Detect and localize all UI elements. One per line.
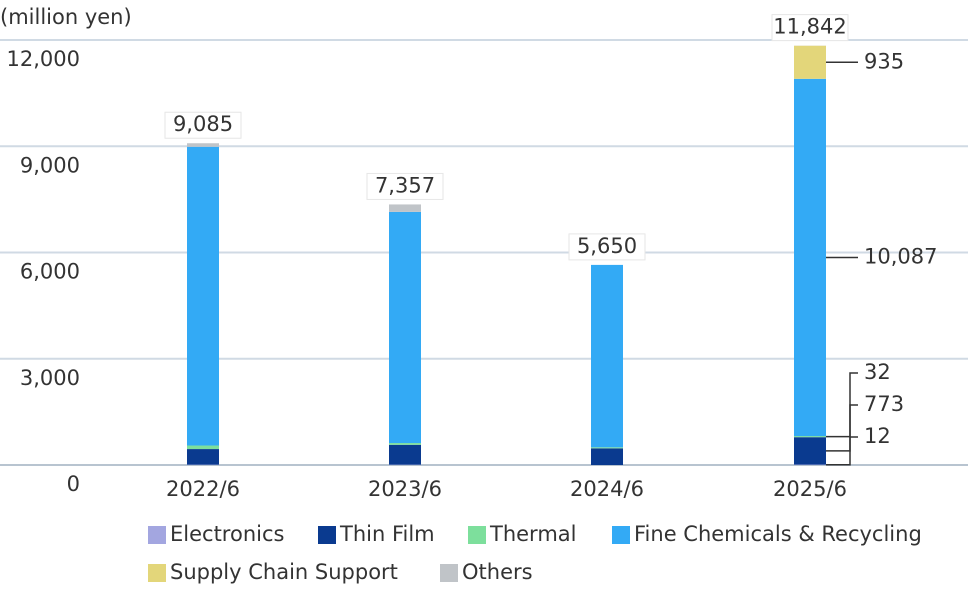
total-label: 9,085 [173, 112, 233, 136]
legend-label: Fine Chemicals & Recycling [634, 522, 922, 546]
data-label: 12 [864, 424, 891, 448]
bar-segment [389, 211, 421, 444]
bar-segment [389, 444, 421, 465]
leader-line [826, 372, 858, 438]
legend-label: Thermal [489, 522, 576, 546]
bar-segment [591, 448, 623, 465]
y-tick-label: 9,000 [20, 153, 80, 177]
y-tick-label: 3,000 [20, 366, 80, 390]
bar-segment [794, 78, 826, 437]
data-label: 32 [864, 360, 891, 384]
x-tick-label: 2023/6 [368, 477, 442, 501]
total-label: 11,842 [773, 15, 846, 39]
bar-segment [591, 264, 623, 448]
legend-swatch [468, 526, 486, 544]
data-label: 773 [864, 392, 904, 416]
total-label-box [366, 172, 444, 200]
total-label-box [771, 14, 849, 42]
bar-segment [389, 204, 421, 212]
y-tick-label: 12,000 [7, 47, 80, 71]
bar-segment [187, 143, 219, 147]
legend-swatch [148, 564, 166, 582]
x-tick-label: 2022/6 [166, 477, 240, 501]
legend-label: Electronics [170, 522, 284, 546]
legend-label: Others [462, 560, 533, 584]
y-tick-label: 0 [67, 472, 80, 496]
bar-segment [187, 146, 219, 446]
total-label-box [568, 233, 646, 261]
legend-swatch [148, 526, 166, 544]
legend-label: Thin Film [339, 522, 435, 546]
leader-line [826, 404, 858, 452]
legend-swatch [440, 564, 458, 582]
legend-swatch [318, 526, 336, 544]
y-tick-label: 6,000 [20, 260, 80, 284]
bar-segment [187, 445, 219, 450]
legend-swatch [612, 526, 630, 544]
data-label: 935 [864, 49, 904, 73]
bar-segment [794, 437, 826, 465]
bar-segment [794, 45, 826, 79]
total-label: 5,650 [577, 234, 637, 258]
legend-label: Supply Chain Support [170, 560, 398, 584]
bar-segment [389, 443, 421, 445]
bar-segment [591, 447, 623, 449]
y-axis-label: (million yen) [0, 5, 132, 29]
total-label-box [164, 111, 242, 139]
bar-segment [187, 449, 219, 465]
data-label: 10,087 [864, 244, 937, 268]
x-tick-label: 2025/6 [773, 477, 847, 501]
bar-segment [794, 436, 826, 438]
total-label: 7,357 [375, 173, 435, 197]
x-tick-label: 2024/6 [570, 477, 644, 501]
